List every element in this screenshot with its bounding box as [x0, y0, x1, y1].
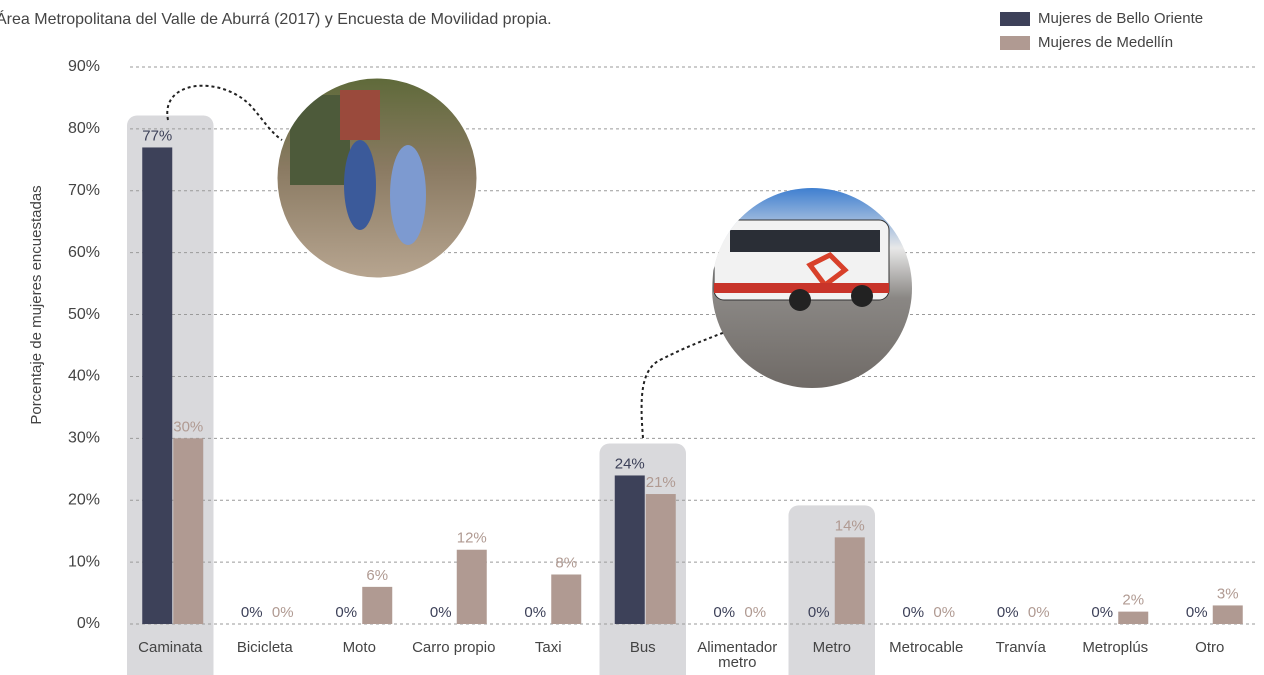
value-label: 24%: [615, 455, 645, 472]
highlights: [127, 115, 875, 675]
y-tick-label: 80%: [68, 120, 100, 137]
value-label: 12%: [457, 530, 487, 547]
connector: [166, 84, 283, 141]
bar: [456, 549, 487, 624]
y-tick-label: 40%: [68, 368, 100, 385]
value-label: 0%: [1028, 604, 1050, 621]
x-tick-label: Metroplús: [1082, 639, 1148, 656]
y-tick-label: 50%: [68, 306, 100, 323]
x-tick-label: Otro: [1195, 639, 1224, 656]
bar: [645, 494, 676, 624]
value-label: 0%: [1091, 604, 1113, 621]
bars: Caminata 77% 30% Bicicleta 0% 0% Moto 0% 6% Carro…: [138, 127, 1243, 671]
y-tick-label: 10%: [68, 553, 100, 570]
bar: [614, 475, 645, 624]
value-label: 0%: [902, 604, 924, 621]
value-label: 0%: [241, 604, 263, 621]
value-label: 0%: [430, 604, 452, 621]
value-label: 0%: [997, 604, 1019, 621]
x-tick-label: Caminata: [138, 639, 203, 656]
x-tick-label: Tranvía: [996, 639, 1047, 656]
x-tick-label: Taxi: [535, 639, 562, 656]
value-label: 21%: [646, 474, 676, 491]
y-tick-label: 0%: [77, 615, 100, 632]
value-label: 14%: [835, 517, 865, 534]
value-label: 6%: [366, 567, 388, 584]
value-label: 0%: [524, 604, 546, 621]
value-label: 2%: [1122, 592, 1144, 609]
y-tick-label: 30%: [68, 430, 100, 447]
bar: [173, 438, 204, 624]
bar: [834, 537, 865, 624]
value-label: 0%: [272, 604, 294, 621]
value-label: 30%: [173, 418, 203, 435]
value-label: 0%: [744, 604, 766, 621]
value-label: 8%: [555, 554, 577, 571]
value-label: 0%: [808, 604, 830, 621]
legend-label: Mujeres de Bello Oriente: [1038, 10, 1203, 27]
x-tick-label: Bicicleta: [237, 639, 294, 656]
x-tick-label: Bus: [630, 639, 656, 656]
photo-walking: [166, 77, 478, 279]
legend-swatch: [1000, 12, 1030, 26]
y-tick-label: 70%: [68, 182, 100, 199]
y-tick-label: 60%: [68, 244, 100, 261]
value-label: 0%: [335, 604, 357, 621]
subtitle: Área Metropolitana del Valle de Aburrá (…: [0, 9, 552, 28]
x-tick-label: Metro: [813, 639, 851, 656]
value-label: 0%: [1186, 604, 1208, 621]
x-tick-label: Alimentador metro: [697, 639, 777, 671]
y-tick-label: 20%: [68, 491, 100, 508]
value-label: 0%: [933, 604, 955, 621]
legend-label: Mujeres de Medellín: [1038, 34, 1173, 51]
bar: [551, 574, 582, 624]
x-tick-label: Carro propio: [412, 639, 495, 656]
legend: Mujeres de Bello Oriente Mujeres de Medel…: [1000, 10, 1203, 51]
y-tick-label: 90%: [68, 58, 100, 75]
bar: [1118, 611, 1149, 624]
bar: [142, 147, 173, 624]
bar: [1212, 605, 1243, 624]
x-tick-label: Moto: [343, 639, 376, 656]
value-label: 0%: [713, 604, 735, 621]
x-tick-label: Metrocable: [889, 639, 963, 656]
photo-bus: [640, 188, 912, 439]
bar: [362, 586, 393, 624]
connector: [640, 331, 726, 439]
value-label: 77%: [142, 127, 172, 144]
legend-swatch: [1000, 36, 1030, 50]
value-label: 3%: [1217, 585, 1239, 602]
y-axis-label: Porcentaje de mujeres encuestadas: [28, 185, 45, 424]
